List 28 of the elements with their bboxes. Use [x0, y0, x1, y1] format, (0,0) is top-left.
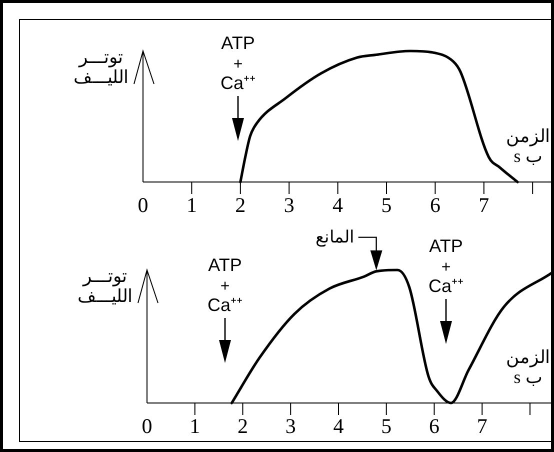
x-axis-title: الزمن ب s [506, 126, 550, 166]
x-tick-label: 3 [285, 414, 296, 438]
x-tick-label: 0 [142, 414, 152, 438]
annotation: ATP + Ca⁺⁺ [220, 33, 256, 93]
x-tick-label: 6 [428, 414, 440, 438]
annotation: ATP + Ca⁺⁺ [207, 255, 243, 315]
annotation: ATP + Ca⁺⁺ [208, 255, 242, 363]
x-tick-label: 3 [284, 193, 294, 217]
x-tick-label: 6 [430, 193, 440, 217]
x-tick-label: 2 [237, 414, 248, 438]
annotation: ATP + Ca⁺⁺ [428, 236, 464, 344]
x-tick-label: 4 [333, 414, 344, 438]
x-tick-label: 4 [332, 193, 344, 217]
annotation: المانع [315, 227, 354, 248]
annotation: المانع [315, 227, 382, 270]
x-tick-label: 0 [138, 193, 148, 217]
x-tick-label: 1 [186, 193, 197, 217]
annotation: ATP + Ca⁺⁺ [220, 33, 256, 141]
x-axis-title: الزمن ب s [506, 347, 550, 387]
y-axis-title: توتـــر الليـــف [78, 266, 132, 306]
x-tick-label: 7 [478, 193, 490, 217]
x-tick-label: 5 [381, 414, 392, 438]
x-tick-label: 7 [476, 414, 488, 438]
x-tick-label: 1 [190, 414, 200, 438]
annotation: ATP + Ca⁺⁺ [428, 236, 464, 296]
x-tick-label: 5 [381, 193, 392, 217]
x-tick-label: 2 [235, 193, 246, 217]
y-axis-title: توتـــر الليـــف [74, 47, 128, 87]
